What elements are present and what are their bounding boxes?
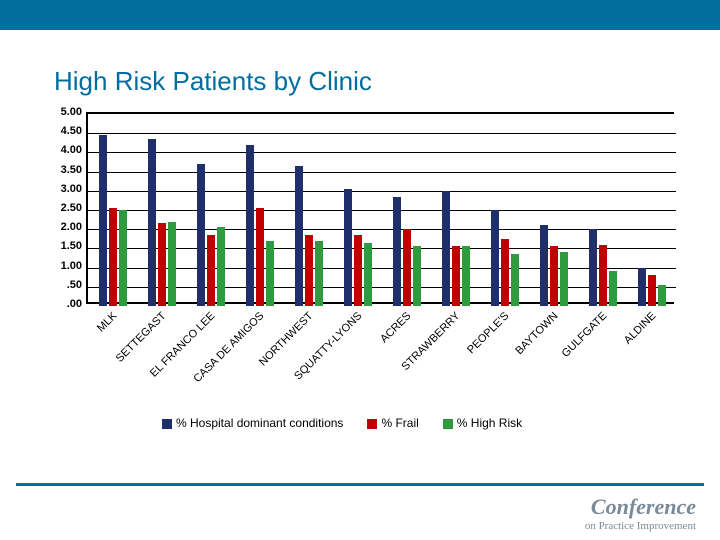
bar [109,208,117,306]
y-tick-label: 2.00 [0,221,82,233]
footer-logo: Conference on Practice Improvement [585,494,696,532]
bar [364,243,372,306]
bar [403,229,411,306]
y-tick-label: 1.50 [0,240,82,252]
legend-label: % Hospital dominant conditions [176,416,343,430]
legend-label: % High Risk [457,416,522,430]
bar [148,139,156,306]
bar [648,275,656,306]
bar [491,210,499,306]
bar-group [148,114,176,306]
bar [452,246,460,306]
bar [550,246,558,306]
bar [246,145,254,306]
bar [158,223,166,306]
brand-bottom: on Practice Improvement [585,520,696,532]
bar-group [589,114,617,306]
bar [197,164,205,306]
bar [99,135,107,306]
bar [599,245,607,306]
bar [511,254,519,306]
bar-group [540,114,568,306]
footer-line [16,483,704,486]
bar-group [491,114,519,306]
bar-group [442,114,470,306]
y-tick-label: 1.00 [0,260,82,272]
y-tick-label: 4.50 [0,125,82,137]
bar [168,222,176,306]
y-tick-label: .00 [0,298,82,310]
bar-group [393,114,421,306]
bar-group [295,114,323,306]
legend-item: % Frail [367,416,418,430]
bar-group [197,114,225,306]
y-tick-label: 5.00 [0,106,82,118]
bar-group [99,114,127,306]
legend-swatch [443,419,453,429]
bar [658,285,666,306]
bar [207,235,215,306]
bar [305,235,313,306]
bar-groups [88,114,676,306]
bar [393,197,401,306]
legend-label: % Frail [381,416,418,430]
bar [256,208,264,306]
brand-top: Conference [585,494,696,520]
bar [266,241,274,306]
bar-group [246,114,274,306]
bar [217,227,225,306]
y-tick-label: .50 [0,279,82,291]
y-tick-label: 2.50 [0,202,82,214]
bar [295,166,303,306]
bar [413,246,421,306]
bar [462,246,470,306]
bar [442,191,450,306]
bar [315,241,323,306]
bar [540,225,548,306]
bar [344,189,352,306]
legend-swatch [367,419,377,429]
y-tick-label: 3.00 [0,183,82,195]
bar [560,252,568,306]
y-tick-label: 4.00 [0,144,82,156]
bar [501,239,509,306]
bar-group [638,114,666,306]
chart: .00 .50 1.00 1.50 2.00 2.50 3.00 3.50 4.00 4.50 5.… [0,0,720,540]
legend: % Hospital dominant conditions % Frail % H… [150,416,534,430]
bar [609,271,617,306]
legend-item: % Hospital dominant conditions [162,416,343,430]
bar [638,268,646,306]
y-tick-label: 3.50 [0,164,82,176]
bar [354,235,362,306]
legend-item: % High Risk [443,416,522,430]
bar-group [344,114,372,306]
legend-swatch [162,419,172,429]
bar [119,210,127,306]
bar [589,229,597,306]
plot-area [86,112,674,304]
